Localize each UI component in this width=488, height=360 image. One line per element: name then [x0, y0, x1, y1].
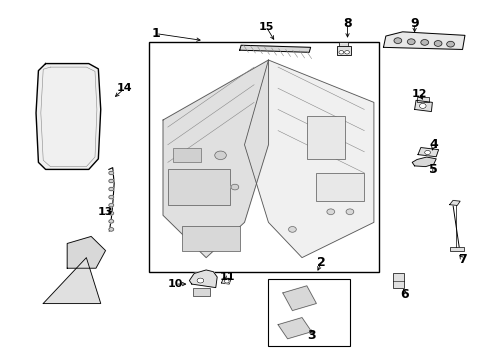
Circle shape: [433, 41, 441, 46]
Text: 6: 6: [400, 288, 408, 301]
Bar: [167, 170, 230, 205]
Circle shape: [326, 209, 334, 215]
Bar: [172, 148, 201, 162]
Bar: [448, 247, 463, 251]
Text: 7: 7: [457, 253, 466, 266]
Bar: [416, 97, 428, 102]
Text: 1: 1: [151, 27, 160, 40]
Polygon shape: [383, 32, 464, 49]
Circle shape: [419, 103, 425, 108]
Circle shape: [197, 278, 203, 283]
Polygon shape: [67, 237, 105, 268]
Text: 15: 15: [258, 22, 273, 32]
Text: 4: 4: [428, 138, 437, 151]
Circle shape: [231, 184, 238, 190]
Bar: [392, 274, 403, 288]
Polygon shape: [414, 100, 431, 112]
Polygon shape: [163, 60, 268, 258]
Circle shape: [109, 228, 113, 231]
Circle shape: [224, 279, 229, 283]
Circle shape: [424, 150, 429, 154]
Circle shape: [109, 187, 113, 191]
Circle shape: [420, 40, 427, 45]
Circle shape: [288, 226, 296, 232]
Text: 10: 10: [167, 279, 183, 289]
Text: 5: 5: [428, 163, 437, 176]
Polygon shape: [282, 286, 316, 311]
Bar: [192, 288, 209, 296]
Bar: [148, 42, 378, 272]
Circle shape: [109, 179, 113, 183]
Circle shape: [407, 39, 414, 45]
Text: 13: 13: [98, 207, 113, 217]
Bar: [268, 279, 349, 346]
Circle shape: [109, 171, 113, 175]
Text: 3: 3: [306, 329, 315, 342]
Text: 11: 11: [220, 272, 235, 282]
Circle shape: [109, 195, 113, 199]
Bar: [336, 46, 350, 55]
Text: 14: 14: [117, 83, 132, 93]
Bar: [182, 226, 239, 251]
Bar: [306, 117, 345, 159]
Circle shape: [109, 203, 113, 207]
Polygon shape: [189, 270, 217, 288]
Circle shape: [109, 220, 113, 223]
Circle shape: [109, 212, 113, 215]
Polygon shape: [244, 60, 373, 258]
Circle shape: [346, 209, 353, 215]
Text: 2: 2: [316, 256, 325, 269]
Polygon shape: [43, 258, 101, 303]
Bar: [339, 42, 347, 46]
Polygon shape: [36, 64, 101, 170]
Text: 8: 8: [343, 17, 351, 30]
Polygon shape: [221, 278, 231, 284]
Text: 12: 12: [411, 89, 427, 99]
Circle shape: [214, 151, 226, 159]
Polygon shape: [411, 157, 435, 167]
Text: 9: 9: [409, 17, 418, 30]
Circle shape: [344, 50, 349, 54]
Circle shape: [393, 38, 401, 44]
Polygon shape: [278, 318, 311, 339]
Polygon shape: [448, 201, 459, 206]
Circle shape: [338, 50, 343, 54]
Bar: [316, 173, 364, 201]
Polygon shape: [417, 148, 438, 157]
Circle shape: [446, 41, 453, 47]
Polygon shape: [239, 45, 310, 52]
